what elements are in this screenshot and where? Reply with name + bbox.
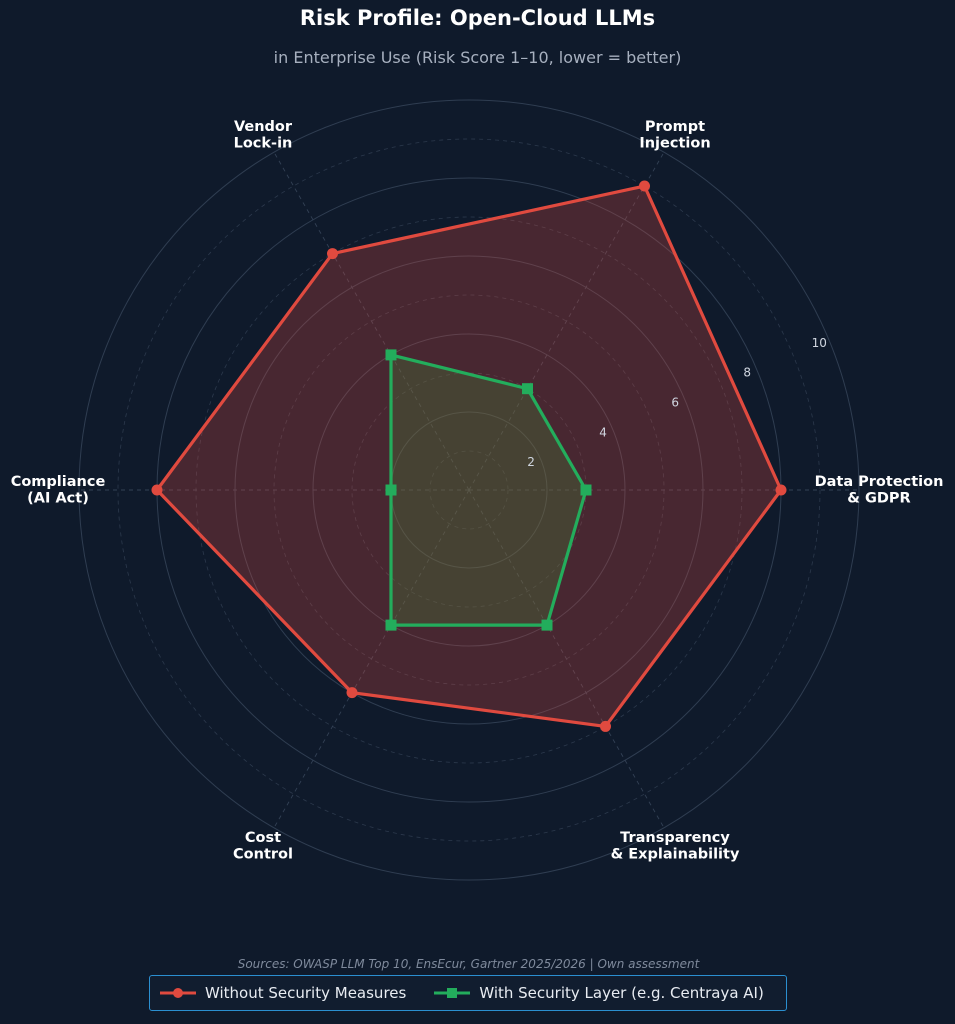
radial-tick-8: 8: [743, 366, 751, 380]
series-2-point-1: [580, 484, 592, 496]
grid-ring-9: [117, 138, 821, 842]
axis-label-6: Transparency & Explainability: [611, 830, 740, 863]
grid-ring-10: [78, 99, 860, 881]
series-2-point-2: [522, 383, 533, 395]
axis-label-5: Cost Control: [233, 830, 293, 863]
axis-label-4: Compliance (AI Act): [11, 474, 106, 507]
radial-tick-2: 2: [527, 455, 535, 469]
legend-swatch-with-security: [434, 988, 471, 998]
chart-title: Risk Profile: Open-Cloud LLMs: [299, 6, 656, 30]
series-1-point-4: [151, 484, 163, 496]
radial-tick-6: 6: [671, 395, 679, 409]
series-2-point-6: [541, 619, 553, 631]
series-2-point-5: [385, 619, 397, 631]
legend-swatch-without-security: [160, 988, 196, 998]
series-1-point-3: [327, 248, 338, 260]
legend-item-without-security: Without Security Measures: [160, 984, 406, 1002]
series-1-point-2: [639, 180, 650, 192]
axis-label-3: Vendor Lock-in: [234, 119, 293, 152]
series-2-point-4: [385, 484, 397, 496]
series-1-point-5: [346, 687, 358, 699]
legend-label-without-security: Without Security Measures: [205, 984, 407, 1002]
series-1-area: [157, 186, 781, 727]
grid-spoke-5: [273, 489, 470, 828]
chart-subtitle: in Enterprise Use (Risk Score 1–10, lowe…: [273, 48, 682, 67]
radial-tick-10: 10: [812, 336, 827, 350]
radial-tick-4: 4: [599, 425, 607, 439]
grid-spoke-2: [468, 152, 665, 491]
grid-spoke-6: [468, 489, 665, 828]
axis-label-2: Prompt Injection: [639, 119, 710, 152]
grid-ring-1: [429, 450, 509, 530]
axis-label-1: Data Protection & GDPR: [815, 474, 944, 507]
source-note: Sources: OWASP LLM Top 10, EnsEcur, Gart…: [237, 957, 700, 971]
legend-item-with-security: With Security Layer (e.g. Centraya AI): [434, 984, 764, 1002]
legend: Without Security Measures With Security …: [149, 975, 787, 1011]
grid-spoke-3: [273, 152, 470, 491]
series-2-point-3: [385, 349, 397, 361]
series-1-point-6: [600, 720, 611, 732]
series-2-area: [391, 354, 586, 626]
series-1-point-1: [775, 484, 787, 496]
legend-label-with-security: With Security Layer (e.g. Centraya AI): [479, 984, 764, 1002]
